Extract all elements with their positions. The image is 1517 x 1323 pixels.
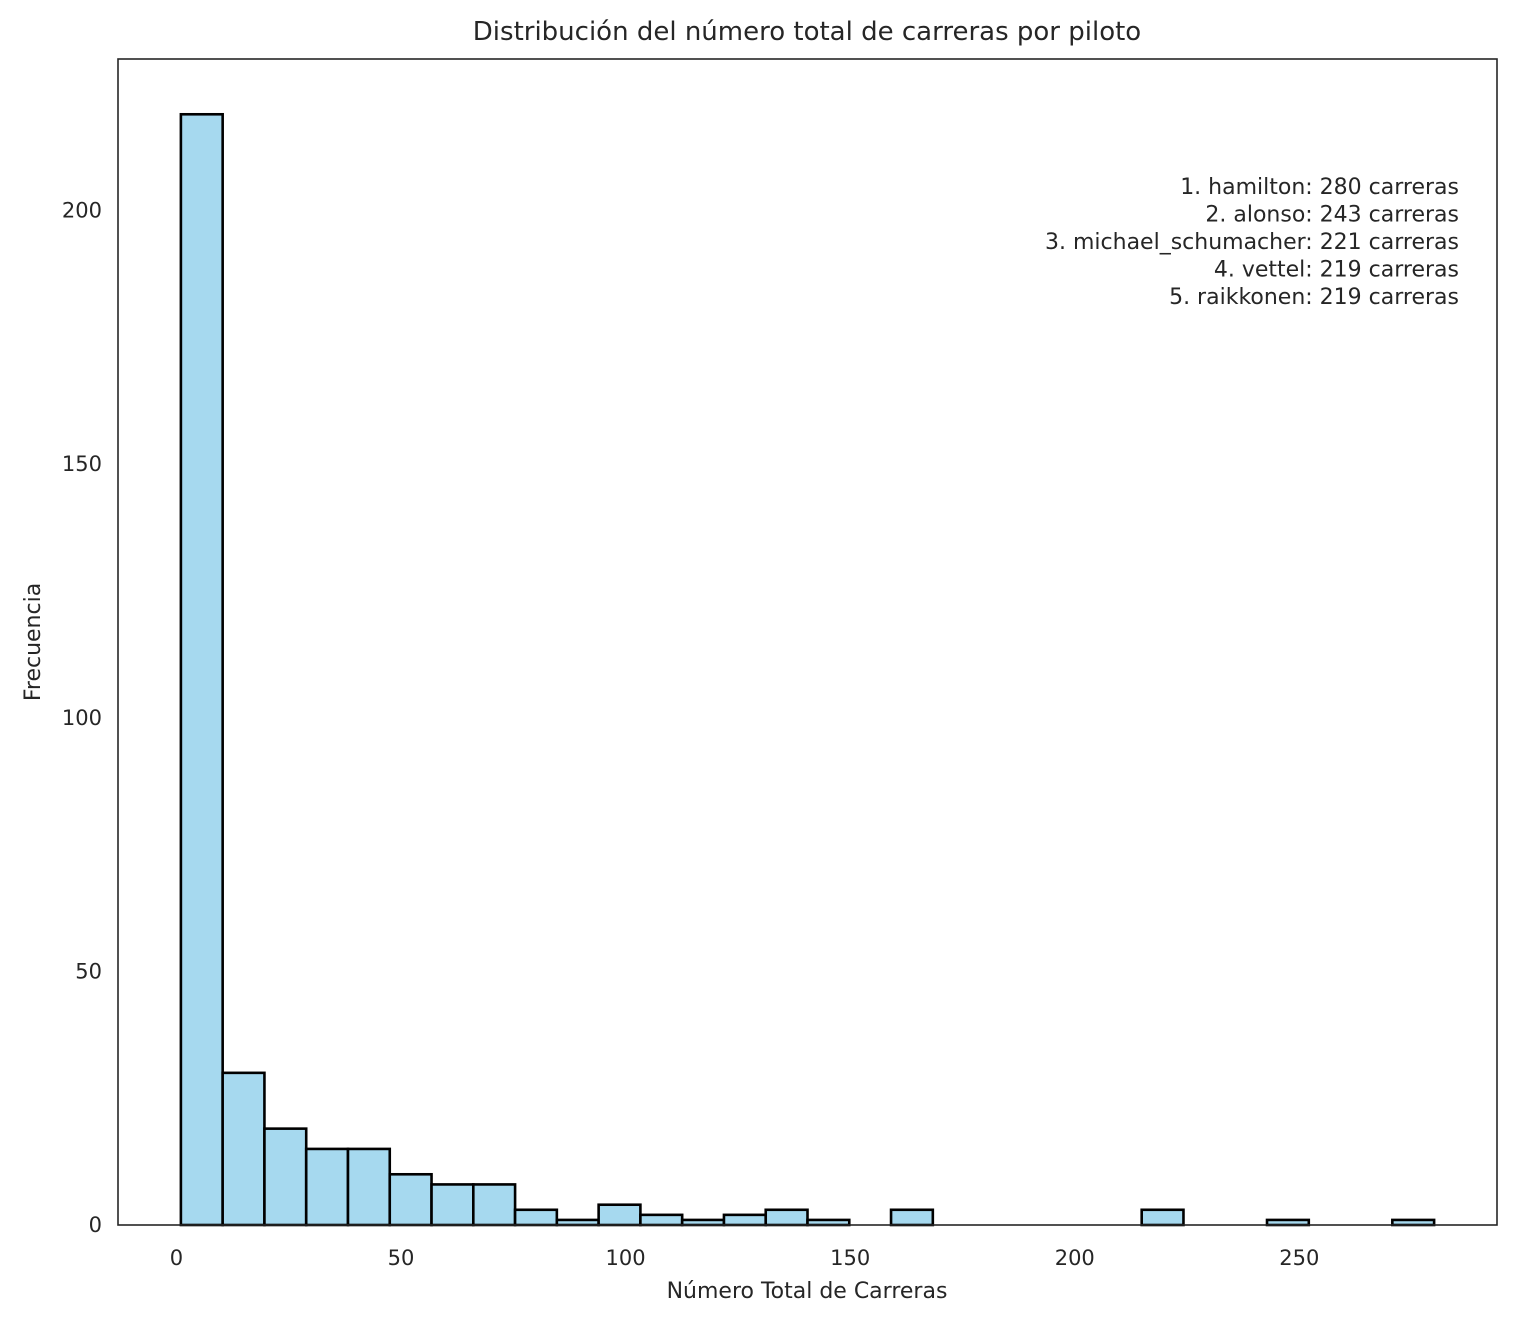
chart-title: Distribución del número total de carrera… xyxy=(473,17,1141,47)
histogram-bar xyxy=(430,1183,475,1227)
histogram-bar xyxy=(513,1208,559,1227)
bars-group xyxy=(179,112,1436,1227)
annotation-line: 5. raikkonen: 219 carreras xyxy=(1169,285,1459,310)
plot-frame xyxy=(117,58,1498,1226)
histogram-bar xyxy=(221,1071,266,1227)
annotation-line: 1. hamilton: 280 carreras xyxy=(1180,175,1459,200)
x-tick-label: 200 xyxy=(1055,1246,1095,1270)
histogram-bar xyxy=(388,1172,433,1227)
histogram-bar xyxy=(639,1213,684,1227)
y-tick-label: 150 xyxy=(62,452,102,476)
x-tick-label: 250 xyxy=(1279,1246,1319,1270)
histogram-bar xyxy=(889,1208,935,1227)
x-tick-label: 50 xyxy=(388,1246,415,1270)
x-tick-label: 100 xyxy=(606,1246,646,1270)
histogram-bar xyxy=(263,1127,308,1227)
histogram-bar xyxy=(764,1208,809,1227)
histogram-bar xyxy=(472,1183,517,1227)
y-tick-label: 50 xyxy=(75,959,102,983)
y-axis-label: Frecuencia xyxy=(21,583,46,701)
x-tick-labels: 0 50 100 150 200 250 xyxy=(170,1246,1320,1270)
histogram-bar xyxy=(304,1147,350,1227)
annotation-line: 3. michael_schumacher: 221 carreras xyxy=(1045,230,1459,255)
annotation-line: 4. vettel: 219 carreras xyxy=(1214,258,1459,283)
annotation-line: 2. alonso: 243 carreras xyxy=(1205,203,1459,228)
y-tick-label: 0 xyxy=(89,1213,102,1237)
x-axis-label: Número Total de Carreras xyxy=(667,1279,948,1304)
histogram-bar xyxy=(597,1203,642,1227)
x-tick-label: 0 xyxy=(170,1246,183,1270)
histogram-bar xyxy=(1140,1208,1185,1227)
histogram-bar xyxy=(346,1147,392,1227)
top-drivers-annotation: 1. hamilton: 280 carreras 2. alonso: 243 … xyxy=(1045,175,1459,310)
y-tick-label: 200 xyxy=(62,199,102,223)
histogram-bar xyxy=(722,1213,768,1227)
histogram-bar xyxy=(179,112,224,1227)
y-tick-labels: 0 50 100 150 200 xyxy=(62,199,102,1237)
x-tick-label: 150 xyxy=(830,1246,870,1270)
y-tick-label: 100 xyxy=(62,706,102,730)
